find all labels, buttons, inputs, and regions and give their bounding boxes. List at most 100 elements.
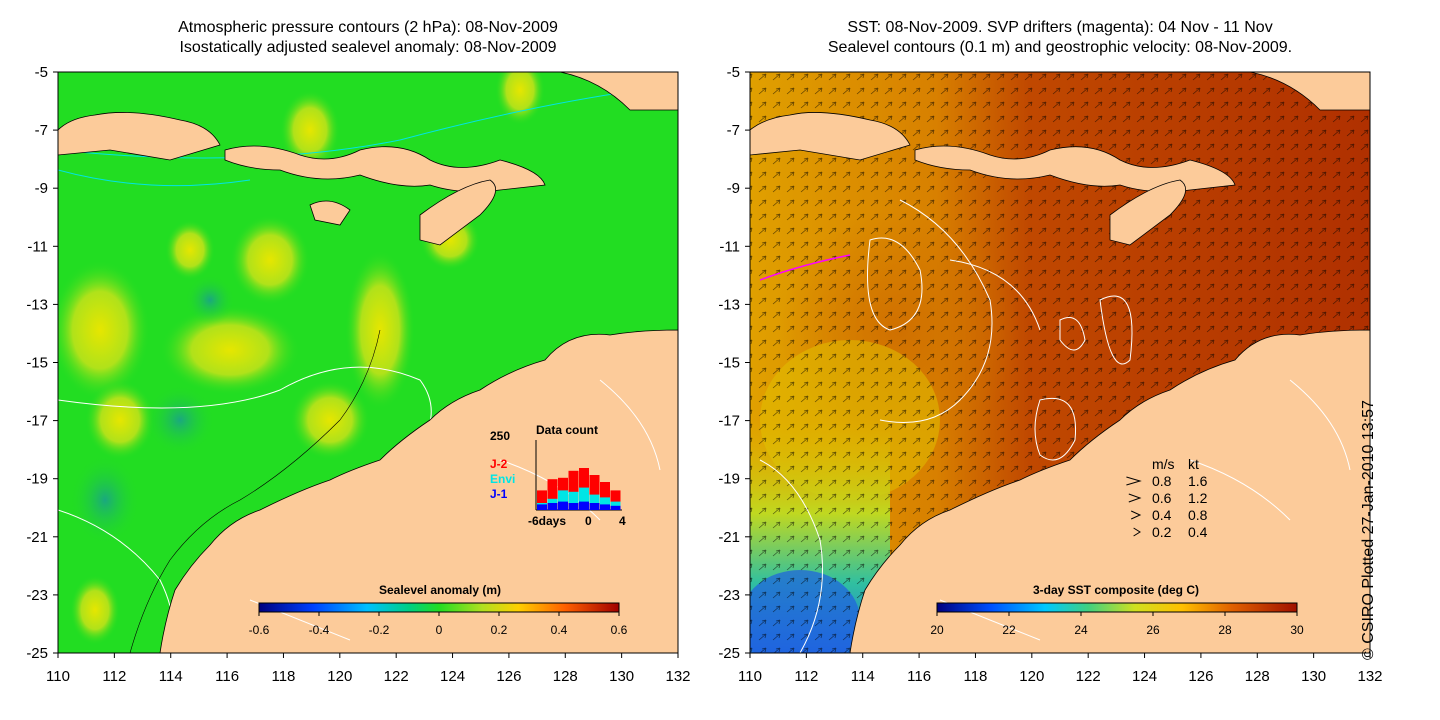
colorbar-tick-label: 24 bbox=[1074, 623, 1088, 637]
vel-kt-value: 0.4 bbox=[1188, 524, 1208, 540]
x-tick-label: 110 bbox=[46, 668, 70, 685]
x-tick-label: 112 bbox=[794, 668, 818, 685]
colorbar-tick-label: 30 bbox=[1290, 623, 1304, 637]
y-tick-label: -9 bbox=[727, 180, 740, 197]
bar-j1 bbox=[558, 501, 568, 510]
x-tick-label: 120 bbox=[327, 668, 352, 685]
vel-ms-value: 0.4 bbox=[1152, 507, 1172, 523]
x-tick-label: 116 bbox=[215, 668, 239, 685]
y-tick-label: -17 bbox=[718, 413, 740, 430]
bar-envi bbox=[558, 490, 568, 510]
colorbar-tick-label: -0.2 bbox=[369, 623, 390, 637]
bar-j1 bbox=[537, 504, 547, 510]
x-tick-label: 130 bbox=[609, 668, 634, 685]
left-title-line2: Isostatically adjusted sealevel anomaly:… bbox=[179, 39, 557, 56]
x-tick-label: 124 bbox=[440, 668, 465, 685]
bar-j2 bbox=[537, 490, 547, 510]
credit-text: © CSIRO Plotted 27-Jan-2010 13:57 bbox=[1360, 400, 1377, 660]
y-tick-label: -25 bbox=[718, 645, 740, 662]
vel-header-kt: kt bbox=[1188, 456, 1199, 472]
x-tick-label: 132 bbox=[1357, 668, 1382, 685]
bar-j1 bbox=[568, 503, 579, 510]
vel-ms-value: 0.6 bbox=[1152, 490, 1172, 506]
vel-kt-value: 1.2 bbox=[1188, 490, 1208, 506]
vel-kt-value: 1.6 bbox=[1188, 473, 1208, 489]
colorbar-tick-label: 22 bbox=[1002, 623, 1016, 637]
x-tick-label: 110 bbox=[738, 668, 762, 685]
left-axes: -5 -7 -9 -11 -13 -15 -17 -19 -21 -23 -25 110 112 114 1… bbox=[26, 64, 690, 685]
bar-j2 bbox=[589, 475, 600, 510]
x-tick-label: 126 bbox=[496, 668, 521, 685]
y-tick-label: -19 bbox=[26, 471, 48, 488]
x-tick-label: 118 bbox=[963, 668, 987, 685]
bar-j2 bbox=[600, 482, 610, 510]
bar-envi bbox=[589, 494, 600, 510]
x-tick-label: 120 bbox=[1019, 668, 1044, 685]
legend-j1: J-1 bbox=[490, 487, 508, 501]
bar-envi bbox=[579, 487, 589, 510]
inset-ymax-label: 250 bbox=[490, 429, 510, 443]
y-tick-label: -9 bbox=[35, 180, 48, 197]
bar-envi bbox=[568, 491, 579, 510]
inset-xlabel-right: 4 bbox=[619, 514, 626, 528]
colorbar-tick-label: 28 bbox=[1218, 623, 1232, 637]
y-tick-label: -23 bbox=[26, 587, 48, 604]
x-tick-label: 128 bbox=[553, 668, 578, 685]
x-tick-label: 118 bbox=[271, 668, 295, 685]
bar-j1 bbox=[547, 503, 558, 510]
y-tick-label: -5 bbox=[727, 64, 740, 81]
colorbar-tick-label: 0 bbox=[436, 623, 443, 637]
x-tick-label: 114 bbox=[159, 668, 183, 685]
y-tick-label: -7 bbox=[35, 122, 48, 139]
y-tick-label: -21 bbox=[718, 529, 740, 546]
colorbar-tick-label: 0.4 bbox=[551, 623, 568, 637]
bar-j1 bbox=[579, 501, 589, 510]
y-tick-label: -7 bbox=[727, 122, 740, 139]
right-title-line2: Sealevel contours (0.1 m) and geostrophi… bbox=[827, 39, 1293, 56]
y-tick-label: -15 bbox=[26, 355, 48, 372]
x-tick-label: 114 bbox=[851, 668, 875, 685]
y-tick-label: -17 bbox=[26, 413, 48, 430]
x-tick-label: 124 bbox=[1132, 668, 1157, 685]
bar-j2 bbox=[547, 479, 558, 510]
colorbar-tick-label: 20 bbox=[930, 623, 944, 637]
x-tick-label: 122 bbox=[1076, 668, 1101, 685]
sla-colorbar: Sealevel anomaly (m) -0.6 -0.4 -0.2 0 0.2 0.4… bbox=[249, 583, 628, 637]
vel-ms-value: 0.2 bbox=[1152, 524, 1172, 540]
left-map bbox=[58, 72, 678, 653]
colorbar-tick-label: 0.2 bbox=[491, 623, 508, 637]
data-count-inset: Data count 250 J-2 Envi J-1 -6days 0 4 bbox=[490, 423, 626, 528]
colorbar-tick-label: 0.6 bbox=[611, 623, 628, 637]
bar-j2 bbox=[568, 470, 579, 510]
y-tick-label: -19 bbox=[718, 471, 740, 488]
bar-j1 bbox=[589, 503, 600, 510]
inset-title: Data count bbox=[536, 423, 598, 437]
y-tick-label: -23 bbox=[718, 587, 740, 604]
x-tick-label: 130 bbox=[1301, 668, 1326, 685]
x-tick-label: 126 bbox=[1188, 668, 1213, 685]
left-title-line1: Atmospheric pressure contours (2 hPa): 0… bbox=[178, 19, 558, 36]
colorbar-tick-label: 26 bbox=[1146, 623, 1160, 637]
sst-colorbar: 3-day SST composite (deg C) 20 22 24 26 28 30 bbox=[930, 583, 1304, 637]
inset-xlabel-left: -6days bbox=[528, 514, 566, 528]
velocity-arrow-icon bbox=[1126, 476, 1142, 486]
y-tick-label: -13 bbox=[26, 296, 48, 313]
x-tick-label: 116 bbox=[907, 668, 931, 685]
right-title-line1: SST: 08-Nov-2009. SVP drifters (magenta)… bbox=[847, 19, 1273, 36]
y-tick-label: -21 bbox=[26, 529, 48, 546]
y-tick-label: -13 bbox=[718, 296, 740, 313]
y-tick-label: -11 bbox=[719, 238, 740, 255]
x-tick-label: 128 bbox=[1245, 668, 1270, 685]
legend-envi: Envi bbox=[490, 472, 515, 486]
x-tick-label: 112 bbox=[102, 668, 126, 685]
y-tick-label: -15 bbox=[718, 355, 740, 372]
x-tick-label: 122 bbox=[384, 668, 409, 685]
velocity-arrow-icon bbox=[1130, 510, 1142, 520]
bar-envi bbox=[600, 497, 610, 510]
vel-kt-value: 0.8 bbox=[1188, 507, 1208, 523]
velocity-legend: m/s kt 0.8 1.60.6 1.20.4 0.80.2 0.4 bbox=[1126, 456, 1208, 540]
right-map bbox=[750, 72, 1370, 653]
inset-bars bbox=[537, 468, 621, 510]
sst-colorbar-label: 3-day SST composite (deg C) bbox=[1033, 583, 1199, 597]
